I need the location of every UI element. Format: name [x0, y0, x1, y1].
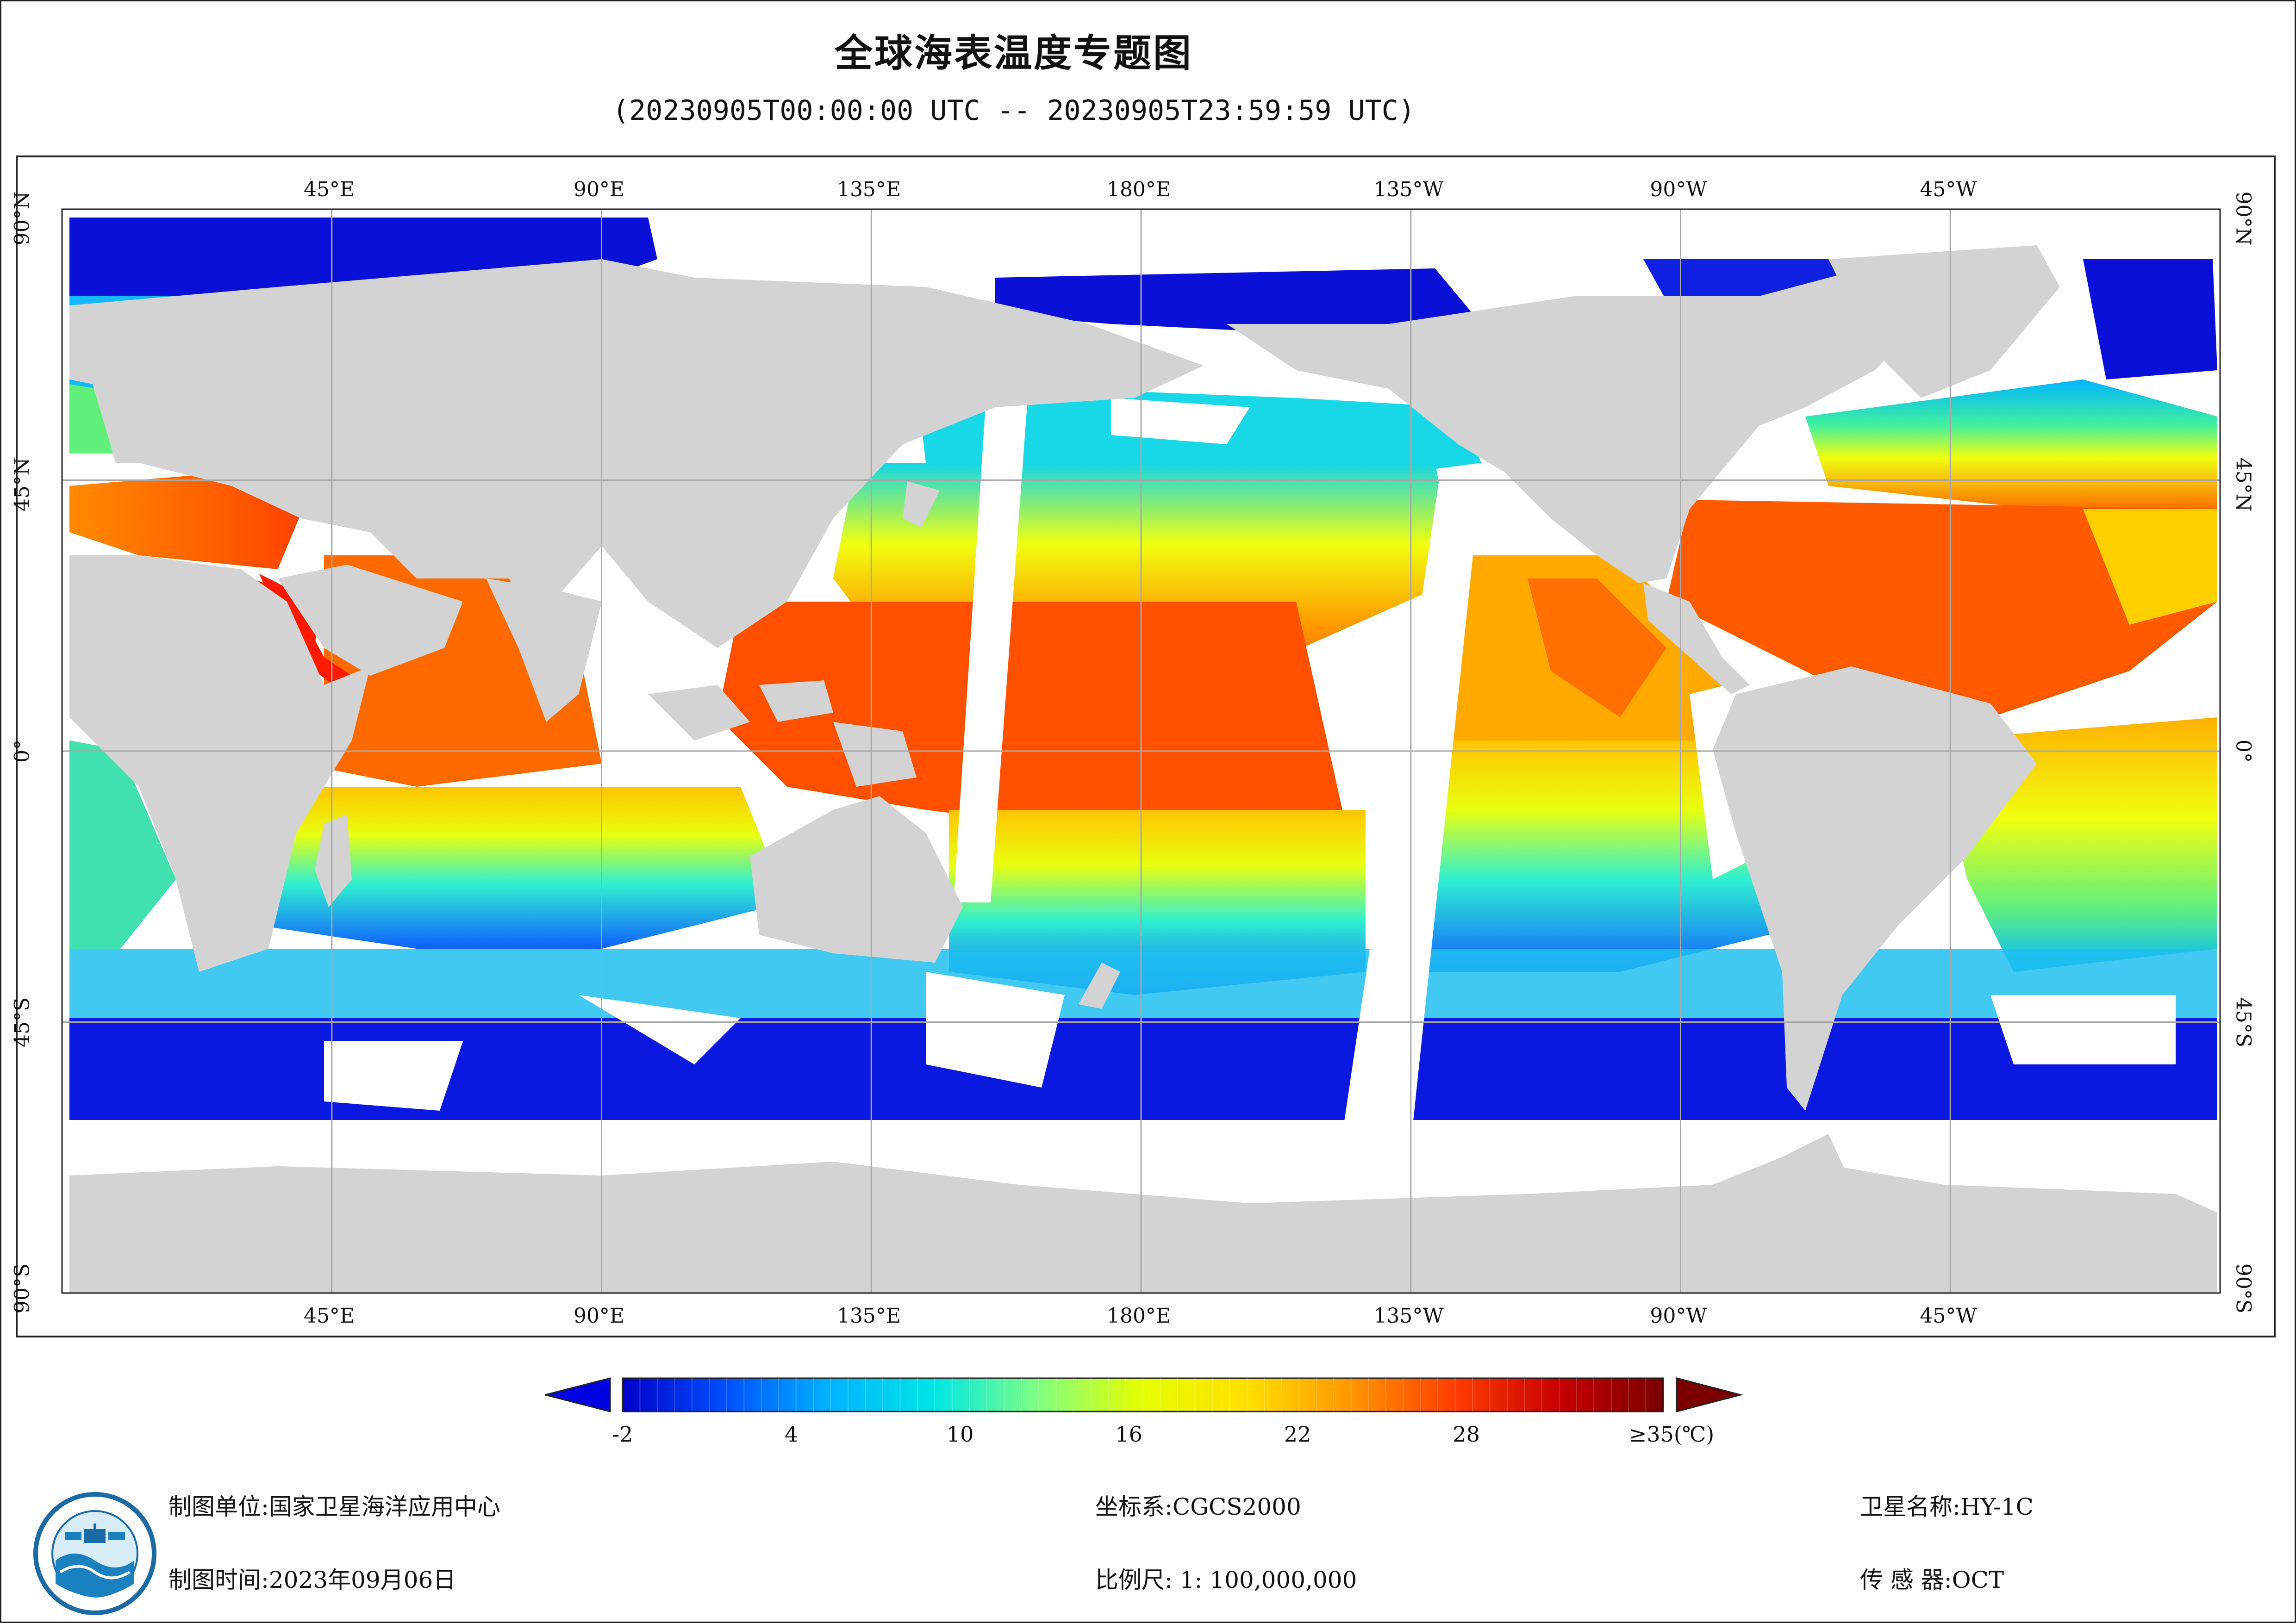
bottom-lon-label: 135°W: [1373, 1304, 1444, 1328]
top-lon-label: 180°E: [1106, 178, 1171, 201]
map-plot-border: [61, 208, 2221, 1294]
colorbar-steps: [639, 1378, 1647, 1412]
colorbar-tick-label: 22: [1284, 1422, 1311, 1447]
map-layers: [62, 209, 2220, 1293]
sst-colorbar: [545, 1377, 1743, 1412]
bottom-lon-label: 90°E: [573, 1304, 625, 1328]
map-frame: [16, 155, 2276, 1337]
colorbar-over-arrow: [1676, 1377, 1743, 1412]
sensor-label: 传 感 器:OCT: [1860, 1567, 2004, 1593]
colorbar-bar: [622, 1377, 1664, 1412]
top-lon-label: 45°W: [1920, 178, 1977, 201]
satellite-name-label: 卫星名称:HY-1C: [1860, 1493, 2034, 1520]
top-lon-label: 135°W: [1373, 178, 1444, 201]
bottom-lon-label: 90°W: [1650, 1304, 1707, 1328]
map-scale-label: 比例尺: 1: 100,000,000: [1095, 1567, 1357, 1593]
colorbar-tick-label: -2: [612, 1422, 633, 1447]
colorbar-tick-label: ≥35(℃): [1628, 1422, 1715, 1447]
mapping-unit-label: 制图单位:国家卫星海洋应用中心: [168, 1493, 500, 1520]
colorbar-tick-label: 16: [1115, 1422, 1142, 1447]
bottom-lon-label: 45°E: [303, 1304, 355, 1328]
top-lon-label: 90°W: [1650, 178, 1707, 201]
coordinate-system-label: 坐标系:CGCS2000: [1095, 1493, 1301, 1520]
bottom-lon-label: 180°E: [1106, 1304, 1171, 1328]
colorbar-tick-label: 4: [784, 1422, 799, 1447]
top-lon-label: 90°E: [573, 178, 625, 201]
nsoas-emblem-icon: [32, 1491, 157, 1616]
colorbar-tick-label: 28: [1453, 1422, 1480, 1447]
bottom-lon-label: 135°E: [836, 1304, 901, 1328]
top-lon-label: 135°E: [836, 178, 901, 201]
top-lon-label: 45°E: [303, 178, 355, 201]
colorbar-tick-label: 10: [946, 1422, 974, 1447]
map-subtitle: (20230905T00:00:00 UTC -- 20230905T23:59…: [612, 94, 1415, 127]
graticule: [62, 209, 2220, 1293]
mapping-time-label: 制图时间:2023年09月06日: [168, 1567, 456, 1593]
no-data-gaps: [324, 398, 2176, 1134]
bottom-lon-label: 45°W: [1920, 1304, 1977, 1328]
map-title: 全球海表温度专题图: [834, 31, 1193, 75]
colorbar-under-arrow: [545, 1377, 611, 1412]
sst-map: [61, 208, 2221, 1294]
